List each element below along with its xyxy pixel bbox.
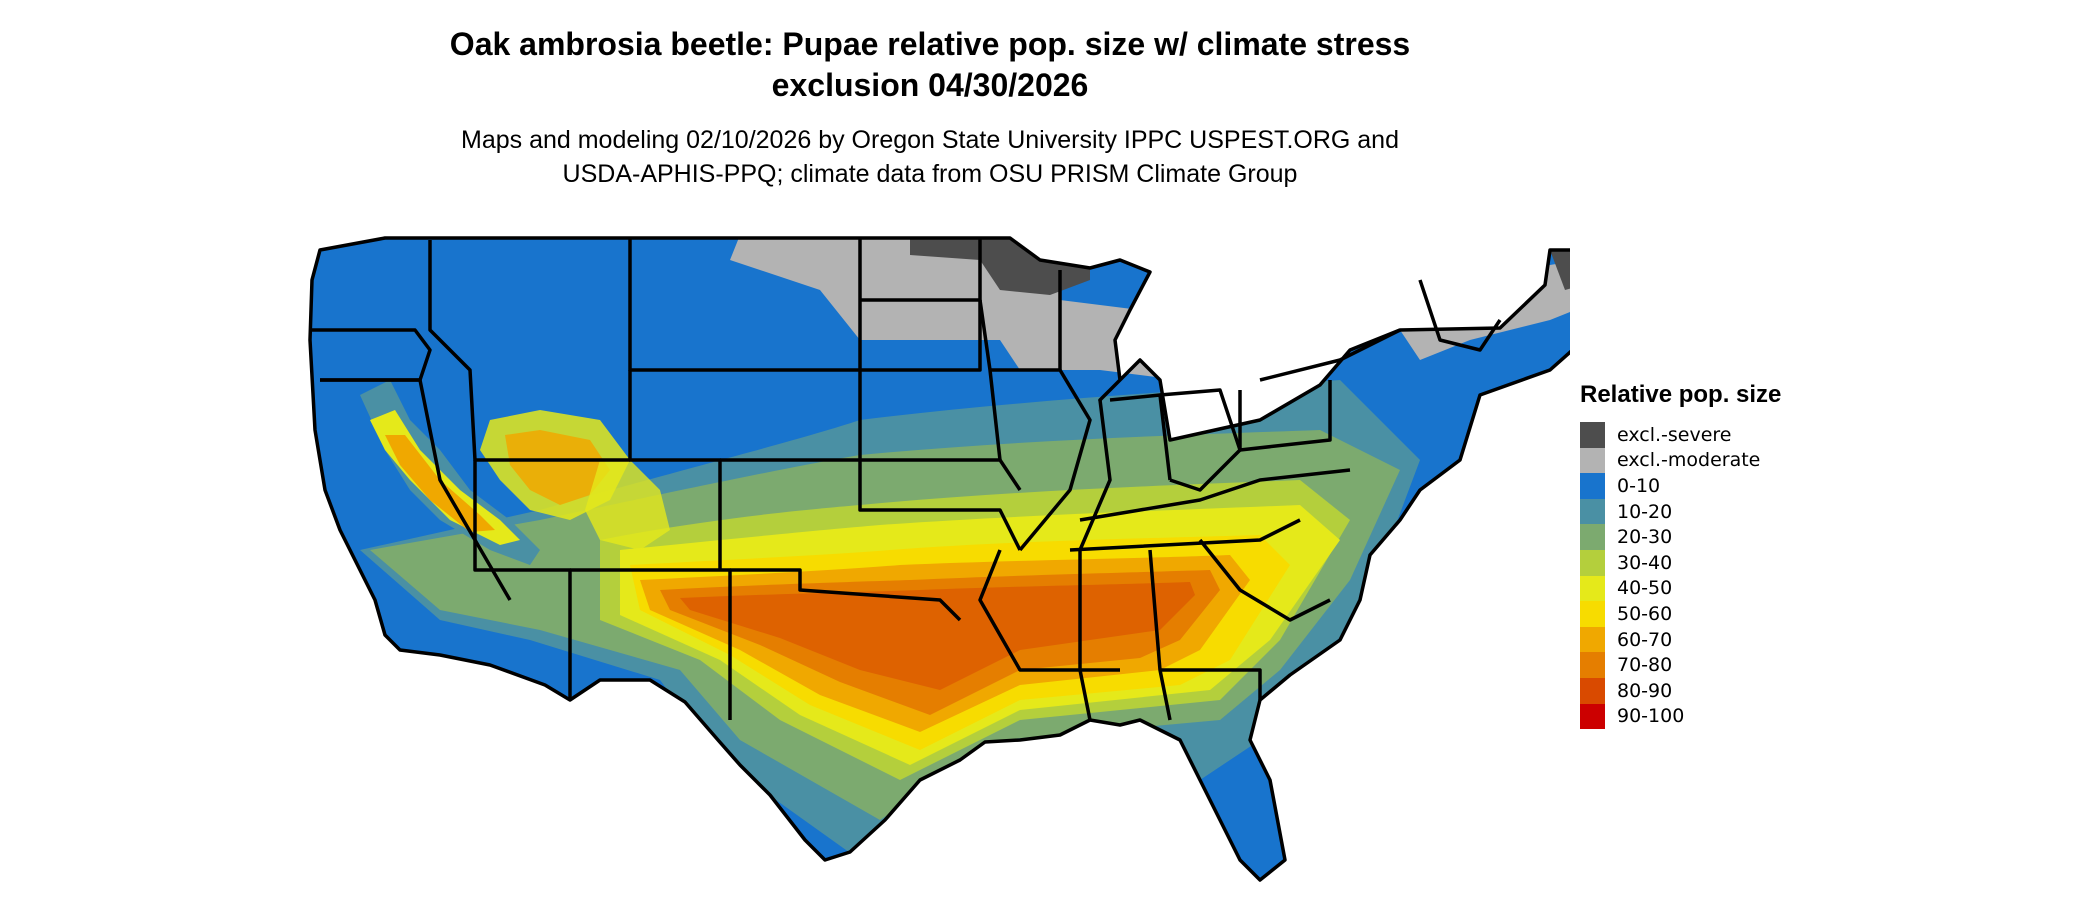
map-title: Oak ambrosia beetle: Pupae relative pop.… <box>380 24 1480 106</box>
legend-item: 80-90 <box>1580 677 1781 704</box>
legend-swatch <box>1580 549 1605 576</box>
border-oklahoma <box>730 568 962 622</box>
us-map <box>308 236 1570 882</box>
legend-label: 80-90 <box>1617 679 1673 702</box>
border-south-dakota <box>860 300 982 372</box>
border-tennessee <box>1069 518 1301 552</box>
state-borders <box>308 236 1570 882</box>
border-mississippi <box>1078 550 1092 721</box>
map-subtitle-line-1: Maps and modeling 02/10/2026 by Oregon S… <box>461 126 1399 154</box>
zone-california-60-70 <box>385 435 495 532</box>
border-new-england <box>1418 279 1502 352</box>
legend-label: excl.-severe <box>1617 423 1732 446</box>
map-title-line-1: Oak ambrosia beetle: Pupae relative pop.… <box>449 26 1411 62</box>
legend-label: 30-40 <box>1617 551 1673 574</box>
zone-excl-severe-maine <box>1550 250 1570 290</box>
legend-swatch <box>1580 652 1605 678</box>
border-kansas <box>858 460 1022 551</box>
legend-label: 60-70 <box>1617 628 1673 651</box>
border-montana <box>628 238 862 372</box>
legend-title: Relative pop. size <box>1580 381 1782 408</box>
border-kentucky-virginia <box>1079 468 1351 522</box>
legend-label: 90-100 <box>1617 705 1685 728</box>
border-arkansas-louisiana <box>978 549 1120 672</box>
legend-label: 0-10 <box>1617 474 1661 497</box>
map-subtitle-line-2: USDA-APHIS-PPQ; climate data from OSU PR… <box>562 160 1298 188</box>
legend-swatch <box>1580 473 1605 499</box>
zone-arizona-40-50 <box>585 460 670 550</box>
legend-swatch <box>1580 524 1605 550</box>
legend-label: 10-20 <box>1617 500 1673 523</box>
legend-swatch <box>1580 422 1605 448</box>
border-florida-georgia <box>1160 668 1262 700</box>
map-subtitle: Maps and modeling 02/10/2026 by Oregon S… <box>380 123 1480 191</box>
border-pennsylvania <box>1238 380 1332 452</box>
legend-label: 70-80 <box>1617 654 1673 677</box>
legend-item: 0-10 <box>1580 473 1781 499</box>
legend-item: 30-40 <box>1580 549 1781 576</box>
legend-items: excl.-severe excl.-moderate 0-10 10-20 20-30… <box>1580 422 1781 730</box>
border-carolinas <box>1198 538 1331 622</box>
legend-swatch <box>1580 601 1605 627</box>
legend-label: excl.-moderate <box>1617 449 1761 472</box>
legend-item: 10-20 <box>1580 498 1781 525</box>
legend-swatch <box>1580 447 1605 474</box>
population-zones <box>310 238 1570 880</box>
legend-swatch <box>1580 626 1605 653</box>
border-wyoming-utah <box>628 370 722 570</box>
border-nevada-utah <box>473 460 572 700</box>
legend-label: 20-30 <box>1617 526 1673 549</box>
border-idaho <box>428 240 630 462</box>
legend-swatch <box>1580 575 1605 602</box>
legend-item: 20-30 <box>1580 524 1781 550</box>
legend-swatch <box>1580 677 1605 704</box>
legend-swatch <box>1580 703 1605 730</box>
map-title-line-2: exclusion 04/30/2026 <box>771 67 1089 103</box>
legend-item: 70-80 <box>1580 652 1781 678</box>
border-illinois <box>1078 399 1112 551</box>
border-iowa-missouri <box>990 368 1092 552</box>
legend-label: 40-50 <box>1617 577 1673 600</box>
zone-80-90 <box>680 582 1195 690</box>
zone-excl-moderate-north <box>730 238 1180 380</box>
legend-label: 50-60 <box>1617 602 1673 625</box>
legend: Relative pop. size excl.-severe excl.-mod… <box>1580 380 1782 730</box>
legend-item: 60-70 <box>1580 626 1781 653</box>
legend-item: excl.-severe <box>1580 422 1781 448</box>
legend-item: excl.-moderate <box>1580 447 1781 474</box>
border-new-york <box>1259 328 1401 382</box>
zone-southwest-60-70 <box>505 430 610 505</box>
legend-item: 90-100 <box>1580 703 1781 730</box>
legend-swatch <box>1580 498 1605 525</box>
legend-item: 40-50 <box>1580 575 1781 602</box>
legend-item: 50-60 <box>1580 601 1781 627</box>
